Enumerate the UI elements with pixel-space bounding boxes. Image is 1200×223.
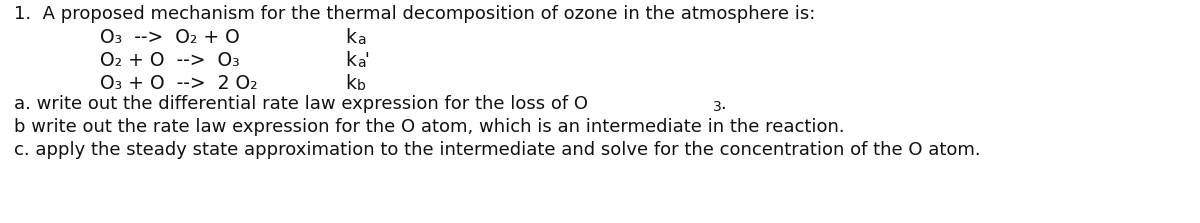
Text: O₃ + O  -->  2 O₂: O₃ + O --> 2 O₂	[100, 74, 258, 93]
Text: .: .	[720, 95, 726, 113]
Text: 3: 3	[713, 100, 721, 114]
Text: ': '	[364, 51, 368, 69]
Text: k: k	[346, 28, 356, 47]
Text: a. write out the differential rate law expression for the loss of O: a. write out the differential rate law e…	[14, 95, 588, 113]
Text: a: a	[358, 56, 366, 70]
Text: k: k	[346, 74, 356, 93]
Text: c. apply the steady state approximation to the intermediate and solve for the co: c. apply the steady state approximation …	[14, 141, 980, 159]
Text: k: k	[346, 51, 356, 70]
Text: a: a	[358, 33, 366, 47]
Text: 1.  A proposed mechanism for the thermal decomposition of ozone in the atmospher: 1. A proposed mechanism for the thermal …	[14, 5, 815, 23]
Text: b: b	[358, 79, 366, 93]
Text: b write out the rate law expression for the O atom, which is an intermediate in : b write out the rate law expression for …	[14, 118, 845, 136]
Text: O₃  -->  O₂ + O: O₃ --> O₂ + O	[100, 28, 240, 47]
Text: O₂ + O  -->  O₃: O₂ + O --> O₃	[100, 51, 240, 70]
